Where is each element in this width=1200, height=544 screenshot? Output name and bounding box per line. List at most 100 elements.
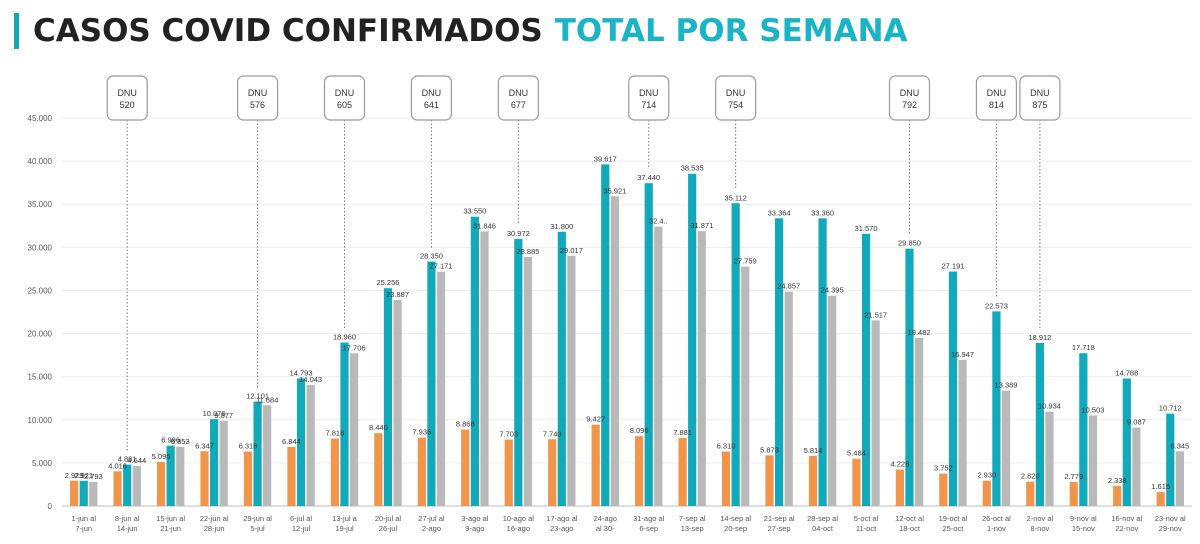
bar-series-2 bbox=[296, 378, 306, 506]
bar-series-1 bbox=[156, 462, 166, 506]
dnu-label: 576 bbox=[250, 100, 265, 110]
bar-series-3 bbox=[1088, 415, 1098, 506]
bar-series-2 bbox=[340, 342, 349, 506]
dnu-label: 814 bbox=[989, 100, 1004, 110]
bar-series-2 bbox=[731, 203, 740, 506]
bar-series-2 bbox=[166, 445, 175, 506]
x-tick-label: 25-oct bbox=[943, 524, 965, 533]
bar-series-3 bbox=[350, 353, 359, 506]
bar-series-1 bbox=[939, 473, 948, 506]
x-tick-label: 10-ago al bbox=[503, 514, 535, 523]
x-tick-label: 21-sep al bbox=[764, 514, 795, 523]
data-label: 2.779 bbox=[1064, 472, 1083, 481]
x-tick-label: 23-ago bbox=[550, 524, 573, 533]
data-label: 7.818 bbox=[326, 429, 345, 438]
bar-series-3 bbox=[1132, 427, 1141, 506]
x-tick-label: 12-oct al bbox=[895, 514, 924, 523]
dnu-label: 641 bbox=[424, 100, 439, 110]
data-label: 30.972 bbox=[507, 229, 530, 238]
data-label: 21.517 bbox=[864, 310, 887, 319]
data-label: 4.644 bbox=[127, 456, 146, 465]
bar-series-2 bbox=[1122, 378, 1131, 506]
x-tick-label: 21-jun bbox=[160, 524, 181, 533]
dnu-label: DNU bbox=[422, 88, 442, 98]
x-tick-label: 20-jul al bbox=[375, 514, 402, 523]
bar-series-2 bbox=[123, 464, 132, 506]
data-label: 28.885 bbox=[516, 247, 539, 256]
bar-series-1 bbox=[200, 451, 209, 506]
dnu-label: DNU bbox=[248, 88, 268, 98]
x-tick-label: 8-jun al bbox=[115, 514, 140, 523]
data-label: 14.788 bbox=[1115, 368, 1138, 377]
bar-series-3 bbox=[480, 231, 489, 507]
bar-series-3 bbox=[697, 231, 706, 506]
dnu-label: DNU bbox=[509, 88, 529, 98]
data-label: 27.171 bbox=[430, 262, 453, 271]
bar-series-2 bbox=[818, 218, 827, 507]
bar-series-3 bbox=[1175, 451, 1184, 506]
data-label: 5.873 bbox=[760, 445, 779, 454]
value-labels: 2.929 4.016 5.095 6.347 6.318 6.844 7.818 8.440… bbox=[65, 154, 1190, 491]
x-tick-label: 13-sep bbox=[681, 524, 704, 533]
bar-series-2 bbox=[427, 261, 436, 506]
y-tick-label: 35.000 bbox=[28, 200, 53, 209]
bar-series-3 bbox=[654, 226, 663, 506]
bar-series-2 bbox=[644, 183, 653, 506]
grid-lines bbox=[62, 117, 1192, 507]
x-tick-label: 14-jun bbox=[117, 524, 138, 533]
bar-series-1 bbox=[678, 438, 687, 506]
data-label: 19.482 bbox=[908, 328, 931, 337]
dnu-label: 714 bbox=[641, 100, 656, 110]
data-label: 4.016 bbox=[108, 461, 127, 470]
dnu-annotations: DNU 520 DNU 576 DNU 605 DNU 641 DNU 677 DNU 714 DNU 7… bbox=[106, 75, 1061, 451]
x-tick-label: 20-sep bbox=[724, 524, 747, 533]
data-label: 33.360 bbox=[811, 208, 834, 217]
bar-series-3 bbox=[1045, 411, 1054, 506]
dnu-label: 754 bbox=[728, 100, 743, 110]
data-label: 39.617 bbox=[594, 154, 617, 163]
x-tick-label: 28-jun bbox=[204, 524, 225, 533]
y-axis: 0 5.000 10.000 15.000 20.000 25.000 30.000 35.0… bbox=[28, 114, 53, 511]
bar-series-3 bbox=[306, 384, 315, 506]
x-tick-label: 2-nov al bbox=[1027, 514, 1054, 523]
dnu-label: DNU bbox=[900, 88, 920, 98]
bar-series-2 bbox=[79, 480, 88, 506]
x-tick-label: 27-jul al bbox=[418, 514, 445, 523]
data-label: 29.850 bbox=[898, 239, 921, 248]
x-tick-label: 29-jun al bbox=[243, 514, 272, 523]
data-label: 8.868 bbox=[456, 420, 475, 429]
data-label: 7.703 bbox=[499, 430, 518, 439]
data-label: 2.930 bbox=[977, 471, 996, 480]
bar-series-3 bbox=[610, 196, 619, 506]
x-tick-label: 2-ago bbox=[422, 524, 441, 533]
data-label: 6.844 bbox=[282, 437, 301, 446]
bar-series-2 bbox=[470, 216, 479, 506]
bar-series-3 bbox=[784, 291, 793, 506]
data-label: 14.043 bbox=[299, 375, 322, 384]
data-label: 7.740 bbox=[543, 429, 562, 438]
dnu-box bbox=[410, 75, 453, 121]
data-label: 31.800 bbox=[550, 222, 573, 231]
data-label: 29.017 bbox=[560, 246, 583, 255]
data-label: 12.101 bbox=[246, 392, 269, 401]
bar-series-1 bbox=[374, 433, 383, 506]
data-label: 6.853 bbox=[171, 437, 190, 446]
data-label: 27.191 bbox=[941, 262, 964, 271]
bar-series-2 bbox=[557, 231, 566, 506]
x-tick-label: 18-oct bbox=[899, 524, 921, 533]
data-label: 7.936 bbox=[412, 428, 431, 437]
chart-subtitle: TOTAL POR SEMANA bbox=[554, 13, 908, 49]
data-label: 17.706 bbox=[343, 343, 366, 352]
data-label: 9.427 bbox=[586, 415, 605, 424]
bar-series-2 bbox=[1166, 413, 1175, 506]
dnu-label: 875 bbox=[1032, 100, 1047, 110]
x-tick-label: 12-jul bbox=[292, 524, 311, 533]
data-label: 2.929 bbox=[65, 471, 84, 480]
title-accent-bar bbox=[14, 13, 19, 49]
bar-series-2 bbox=[948, 271, 958, 506]
x-tick-label: 27-sep bbox=[768, 524, 791, 533]
bar-series-1 bbox=[330, 438, 339, 506]
x-tick-label: al 30- bbox=[596, 524, 615, 533]
bars bbox=[70, 164, 1184, 507]
bar-series-1 bbox=[1069, 482, 1078, 506]
